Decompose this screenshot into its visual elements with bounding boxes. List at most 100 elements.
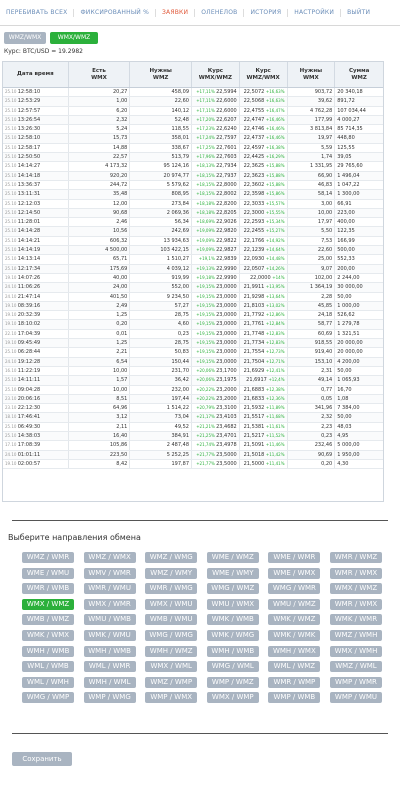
table-row[interactable]: 25.10 14:14:19 4 500,00 103 422,15 +19,09% … [3, 246, 383, 256]
direction-button[interactable]: WMB / WMZ [22, 614, 74, 626]
table-row[interactable]: 19.10 08:39:16 2,49 57,27 +19,15% 23,0000 21… [3, 301, 383, 312]
direction-button[interactable]: WMP / WMG [83, 692, 136, 704]
direction-button[interactable]: WMK / WMR [329, 614, 382, 626]
direction-button[interactable]: WMK / WMU [83, 629, 136, 641]
table-row[interactable]: 22.10 17:04:39 0,01 0,23 +19,15% 23,0000 21,… [3, 329, 383, 340]
direction-button[interactable]: WML / WMR [83, 661, 136, 673]
save-button[interactable]: Сохранить [12, 752, 72, 766]
direction-button[interactable]: WMZ / WMR [22, 552, 74, 563]
direction-button[interactable]: WMV / WMR [83, 567, 136, 579]
direction-button[interactable]: WMX / WMU [145, 598, 198, 610]
direction-button[interactable]: WMX / WMP [206, 692, 259, 704]
table-row[interactable]: 23.10 20:06:16 8,51 197,44 +20,22% 23,2000 2… [3, 394, 383, 405]
direction-button[interactable]: WMR / WMG [145, 583, 198, 595]
direction-button[interactable]: WMZ / WMX [83, 552, 136, 563]
table-row[interactable]: 25.10 14:14:21 606,32 13 934,63 +19,09% 22,… [3, 236, 383, 247]
table-row[interactable]: 24.10 21:47:14 401,50 9 234,50 +19,15% 23,0… [3, 292, 383, 302]
direction-button[interactable]: WMP / WMR [329, 676, 382, 688]
direction-button[interactable]: WMH / WMX [268, 645, 321, 657]
nav-item-3[interactable]: ОЛЕНЕЛОВ [195, 8, 245, 17]
direction-button[interactable]: WML / WMH [22, 676, 74, 688]
table-row[interactable]: 19.10 02:00:57 8,42 197,87 +21,77% 23,5000 2… [3, 459, 383, 470]
direction-button[interactable]: WMU / WMZ [268, 598, 321, 610]
table-row[interactable]: 25.10 14:14:28 10,56 242,69 +19,09% 22,9820… [3, 227, 383, 237]
direction-button[interactable]: WMG / WMP [22, 692, 74, 704]
table-row[interactable]: 25.10 12:58:10 20,27 458,09 +17,11% 22,5994… [3, 88, 383, 98]
direction-button[interactable]: WMK / WMK [268, 629, 321, 641]
table-row[interactable]: 25.10 12:53:29 1,00 22,60 +17,11% 22,6000 22… [3, 97, 383, 107]
direction-button[interactable]: WMB / WMU [145, 614, 198, 626]
direction-button[interactable]: WMP / WMZ [206, 676, 259, 688]
direction-button[interactable]: WML / WMB [22, 661, 74, 673]
table-row[interactable]: 25.10 11:28:01 2,46 56,34 +18,69% 22,9026 22… [3, 218, 383, 228]
table-row[interactable]: 18.10 17:46:41 3,12 73,04 +21,17% 23,4103 21… [3, 413, 383, 423]
table-row[interactable]: 19.10 20:32:39 1,25 28,75 +19,15% 23,0000 21… [3, 311, 383, 321]
direction-button[interactable]: WMR / WMZ [329, 552, 382, 563]
direction-button[interactable]: WMZ / WML [329, 661, 382, 673]
table-row[interactable]: 25.10 12:50:50 22,57 513,79 +17,96% 22,7603… [3, 153, 383, 163]
table-row[interactable]: 25.10 09:04:28 10,00 232,00 +20,22% 23,2000… [3, 385, 383, 395]
nav-item-4[interactable]: ИСТОРИЯ [244, 8, 289, 17]
table-row[interactable]: 25.10 14:38:03 16,40 384,91 +21,25% 23,4701… [3, 431, 383, 442]
nav-item-0[interactable]: ПЕРЕБИВАТЬ ВСЕХ [0, 8, 75, 17]
table-row[interactable]: 24.10 01:01:11 223,50 5 252,25 +21,77% 23,5… [3, 450, 383, 460]
table-row[interactable]: 25.10 14:14:27 4 173,32 95 124,16 +18,13% 2… [3, 162, 383, 172]
table-row[interactable]: 25.10 12:57:57 6,20 140,12 +17,11% 22,6000 2… [3, 106, 383, 116]
direction-button[interactable]: WMX / WML [145, 661, 198, 673]
direction-button[interactable]: WML / WMZ [268, 661, 321, 673]
table-row[interactable]: 25.10 06:49:30 2,11 49,52 +21,21% 23,4682 21… [3, 422, 383, 432]
direction-button[interactable]: WMG / WMG [145, 629, 198, 641]
direction-button[interactable]: WMP / WMB [268, 692, 321, 704]
table-row[interactable]: 25.10 13:36:37 244,72 5 579,62 +18,15% 22,8… [3, 180, 383, 191]
table-row[interactable]: 25.10 12:12:03 12,00 273,84 +18,18% 22,8200… [3, 199, 383, 209]
direction-button[interactable]: WMH / WMB [206, 645, 259, 657]
direction-button[interactable]: WMZ / WMG [145, 552, 198, 563]
table-row[interactable]: 23.10 22:12:30 64,96 1 514,22 +20,79% 23,31… [3, 404, 383, 414]
direction-button[interactable]: WMX / WMZ [22, 598, 74, 610]
direction-button[interactable]: WME / WMR [268, 552, 321, 563]
direction-button[interactable]: WMK / WMG [206, 629, 259, 641]
direction-button[interactable]: WMR / WMX [329, 567, 382, 579]
table-row[interactable]: 25.10 12:14:50 90,68 2 069,36 +18,18% 22,82… [3, 208, 383, 219]
table-row[interactable]: 17.10 17:08:39 105,86 2 487,48 +21,74% 23,4… [3, 441, 383, 451]
direction-button[interactable]: WMK / WMZ [268, 614, 321, 626]
table-row[interactable]: 24.10 11:06:26 24,00 552,00 +19,15% 23,0000… [3, 283, 383, 293]
direction-button[interactable]: WMH / WMB [22, 645, 74, 657]
table-row[interactable]: 25.10 12:17:34 175,69 4 039,12 +19,13% 22,9… [3, 264, 383, 274]
pair-tab-wmz-wmx[interactable]: WMZ/WMX [4, 32, 46, 44]
direction-button[interactable]: WMK / WMB [206, 614, 259, 626]
direction-button[interactable]: WMR / WMB [22, 583, 74, 595]
table-row[interactable]: 25.10 13:26:30 5,24 118,55 +17,23% 22,6240 2… [3, 125, 383, 135]
direction-button[interactable]: WMZ / WMH [329, 629, 382, 641]
pair-tab-wmx-wmz[interactable]: WMX/WMZ [50, 32, 98, 44]
table-row[interactable]: 24.10 19:12:28 6,54 150,44 +19,15% 23,0000 2… [3, 357, 383, 367]
direction-button[interactable]: WMG / WMZ [206, 583, 259, 595]
table-row[interactable]: 25.10 12:58:10 15,73 358,01 +17,24% 22,7597… [3, 134, 383, 144]
direction-button[interactable]: WMH / WML [83, 676, 136, 688]
direction-button[interactable]: WMG / WML [206, 661, 259, 673]
direction-button[interactable]: WME / WMY [206, 567, 259, 579]
table-row[interactable]: 19.10 09:45:49 1,25 28,75 +19,15% 23,0000 21… [3, 339, 383, 349]
direction-button[interactable]: WMP / WMU [329, 692, 382, 704]
table-row[interactable]: 25.10 14:13:14 65,71 1 510,27 +19,1% 22,983… [3, 255, 383, 265]
direction-button[interactable]: WMU / WMX [206, 598, 259, 610]
direction-button[interactable]: WME / WMX [268, 567, 321, 579]
direction-button[interactable]: WMG / WMR [268, 583, 321, 595]
direction-button[interactable]: WMU / WMB [83, 614, 136, 626]
table-row[interactable]: 25.10 14:14:18 920,20 20 974,77 +18,15% 22,… [3, 171, 383, 181]
direction-button[interactable]: WMX / WMH [329, 645, 382, 657]
direction-button[interactable]: WMX / WMR [83, 598, 136, 610]
direction-button[interactable]: WMK / WMX [22, 629, 74, 641]
table-row[interactable]: 16.10 11:22:19 10,00 231,70 +20,06% 23,1700… [3, 366, 383, 377]
table-row[interactable]: 25.10 12:58:17 14,88 338,67 +17,25% 22,7601… [3, 143, 383, 154]
direction-button[interactable]: WMP / WMX [145, 692, 198, 704]
nav-item-5[interactable]: НАСТРОЙКИ [288, 8, 342, 17]
table-row[interactable]: 25.10 13:11:31 35,48 808,95 +18,15% 22,8002… [3, 190, 383, 200]
nav-item-1[interactable]: ФИКСИРОВАННЫЙ % [74, 8, 157, 17]
nav-item-6[interactable]: ВЫЙТИ [347, 8, 371, 16]
direction-button[interactable]: WMH / WMB [83, 645, 136, 657]
direction-button[interactable]: WMR / WMP [268, 676, 321, 688]
direction-button[interactable]: WMR / WMU [83, 583, 136, 595]
direction-button[interactable]: WMZ / WMY [145, 567, 198, 579]
direction-button[interactable]: WMH / WMZ [145, 645, 198, 657]
